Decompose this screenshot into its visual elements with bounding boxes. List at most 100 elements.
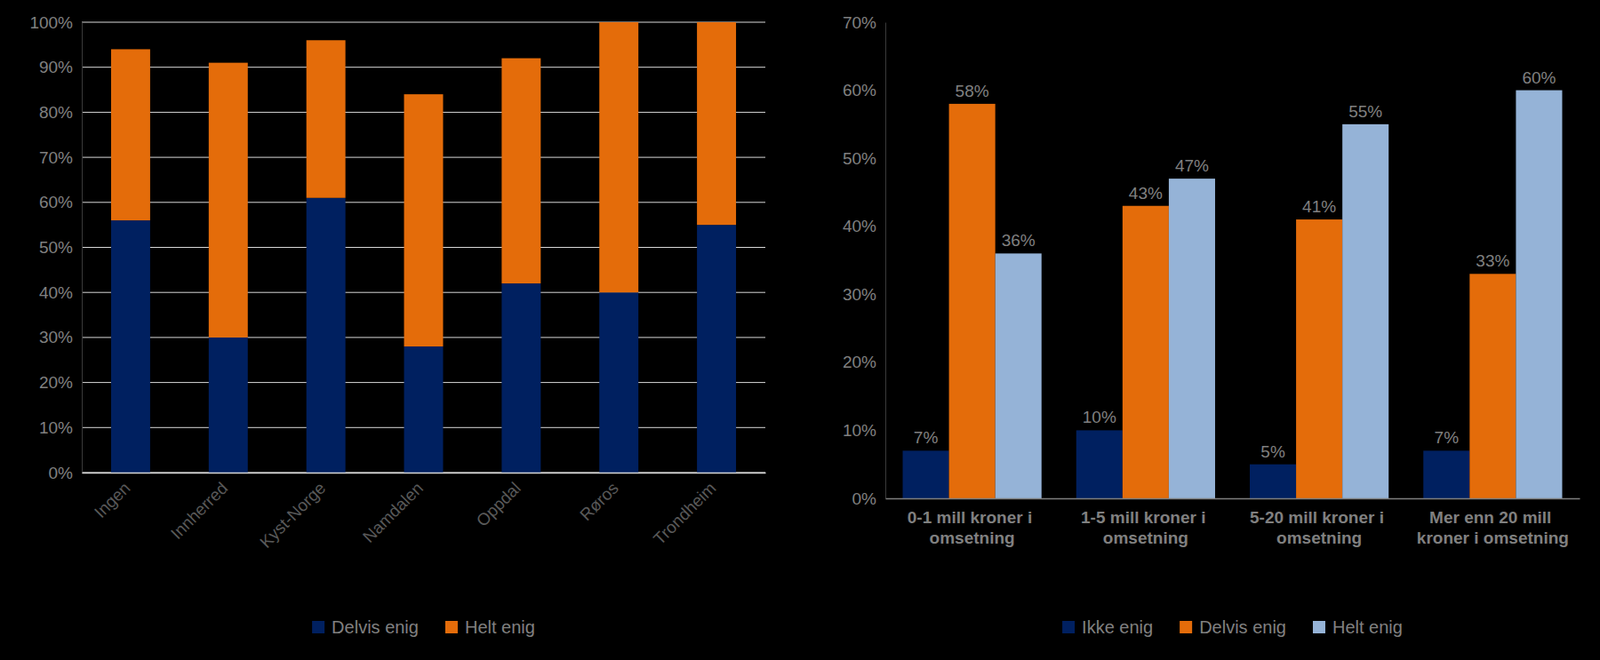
tick-label: 40%: [39, 283, 73, 303]
tick: Trondheim: [649, 472, 720, 549]
legend-swatch: [312, 621, 325, 634]
category-label: 5-20 mill kroner i omsetning: [1249, 508, 1389, 548]
data-label: 58%: [955, 81, 990, 101]
category-label-line: 5-20 mill kroner i: [1249, 508, 1389, 528]
tick: Kyst-Norge: [256, 472, 329, 552]
bar: [903, 450, 950, 499]
tick: 20%: [842, 352, 886, 372]
legend-item: Helt enig: [1312, 617, 1403, 638]
category-label: 1-5 mill kroner i omsetning: [1080, 508, 1211, 548]
bar-segment: [599, 292, 639, 473]
data-label: 5%: [1260, 442, 1286, 462]
legend-item: Ikke enig: [1062, 617, 1153, 638]
legend-item: Delvis enig: [312, 617, 419, 638]
bar-segment: [501, 283, 541, 473]
tick: 40%: [39, 283, 82, 303]
tick: 70%: [842, 13, 886, 32]
tick: Innherred: [167, 472, 232, 544]
bar-segment: [404, 346, 444, 473]
tick-label: 30%: [842, 285, 877, 304]
bar: [949, 104, 996, 499]
y-axis: 0%10%20%30%40%50%60%70%80%90%100%: [29, 13, 82, 483]
bar: [995, 253, 1042, 499]
bar: [1076, 430, 1123, 499]
data-label: 47%: [1175, 156, 1209, 176]
tick-label: 20%: [39, 373, 73, 392]
background: [0, 0, 1600, 660]
tick: 40%: [842, 216, 886, 236]
tick-label: 10%: [842, 421, 877, 440]
data-label: 41%: [1302, 197, 1336, 216]
tick: 5-20 mill kroner i omsetning: [1249, 498, 1389, 548]
legend-label: Helt enig: [1332, 617, 1403, 638]
category-label-line: Mer enn 20 mill: [1429, 508, 1557, 528]
bar-segment: [696, 22, 736, 225]
x-axis: 0-1 mill kroner i omsetning 1-5 mill kron…: [886, 498, 1581, 548]
data-label: 7%: [913, 428, 939, 448]
chart-canvas: 0%10%20%30%40%50%60%70%80%90%100%IngenIn…: [0, 0, 1600, 660]
tick-label: 10%: [39, 418, 73, 438]
bar: [1342, 124, 1389, 499]
axis-line: [81, 23, 83, 474]
tick: 30%: [842, 285, 886, 304]
legend: Ikke enig Delvis enig Helt enig: [1062, 617, 1403, 638]
bar: [1249, 464, 1296, 499]
tick: 1-5 mill kroner i omsetning: [1080, 498, 1211, 548]
tick: Oppdal: [472, 472, 525, 531]
tick: 70%: [39, 148, 82, 168]
tick: Røros: [576, 472, 622, 525]
tick: Mer enn 20 mill kroner i omsetning: [1416, 498, 1569, 548]
tick: 30%: [39, 328, 82, 347]
category-label: Kyst-Norge: [256, 479, 329, 552]
tick: 0%: [48, 464, 82, 483]
x-axis: IngenInnherredKyst-NorgeNamdalenOppdalRø…: [82, 472, 767, 552]
tick-label: 70%: [39, 148, 73, 168]
tick: 10%: [842, 421, 886, 440]
bar-segment: [208, 337, 248, 473]
tick: 20%: [39, 373, 82, 392]
bar-segment: [208, 63, 248, 338]
data-label: 7%: [1434, 428, 1460, 448]
legend-label: Helt enig: [464, 617, 536, 638]
legend-swatch: [1062, 621, 1075, 634]
tick: Namdalen: [359, 472, 427, 547]
bar: [1296, 219, 1343, 499]
data-label: 10%: [1082, 408, 1117, 427]
tick: 0%: [852, 489, 886, 509]
category-label: Mer enn 20 mill kroner i omsetning: [1416, 508, 1569, 548]
tick: 50%: [39, 238, 82, 257]
grid-line: [81, 22, 766, 24]
bar-segment: [111, 220, 151, 473]
tick-label: 80%: [39, 103, 73, 122]
legend-item: Delvis enig: [1179, 617, 1287, 638]
bar: [1168, 178, 1216, 499]
legend-swatch: [1312, 621, 1326, 634]
data-label: 43%: [1128, 184, 1163, 203]
grid: [81, 22, 766, 473]
tick: 0-1 mill kroner i omsetning: [907, 498, 1038, 548]
bar: [1122, 206, 1169, 499]
bars: [903, 90, 1563, 499]
tick: 10%: [39, 418, 82, 438]
legend: Delvis enig Helt enig: [312, 617, 536, 638]
tick-label: 30%: [39, 328, 73, 347]
tick: 80%: [39, 103, 82, 122]
bar: [1469, 273, 1516, 499]
tick-label: 100%: [29, 13, 73, 32]
category-label-line: omsetning: [1103, 528, 1189, 548]
category-label: Namdalen: [359, 479, 427, 547]
legend-label: Delvis enig: [1199, 617, 1287, 638]
tick: 90%: [39, 57, 82, 77]
y-axis: 0%10%20%30%40%50%60%70%: [842, 13, 887, 509]
legend-item: Helt enig: [445, 617, 536, 638]
tick-label: 40%: [842, 216, 877, 236]
tick-label: 0%: [852, 489, 878, 509]
data-labels: 7%10%5%7%58%43%41%33%36%47%55%60%: [913, 68, 1557, 462]
category-label-line: 1-5 mill kroner i: [1080, 508, 1211, 528]
data-label: 33%: [1475, 251, 1510, 271]
axis-line: [885, 23, 887, 500]
bar-segment: [501, 58, 541, 285]
legend-swatch: [1179, 621, 1192, 634]
bar-segment: [696, 224, 736, 473]
chart: 0%10%20%30%40%50%60%70%80%90%100%IngenIn…: [29, 13, 766, 638]
